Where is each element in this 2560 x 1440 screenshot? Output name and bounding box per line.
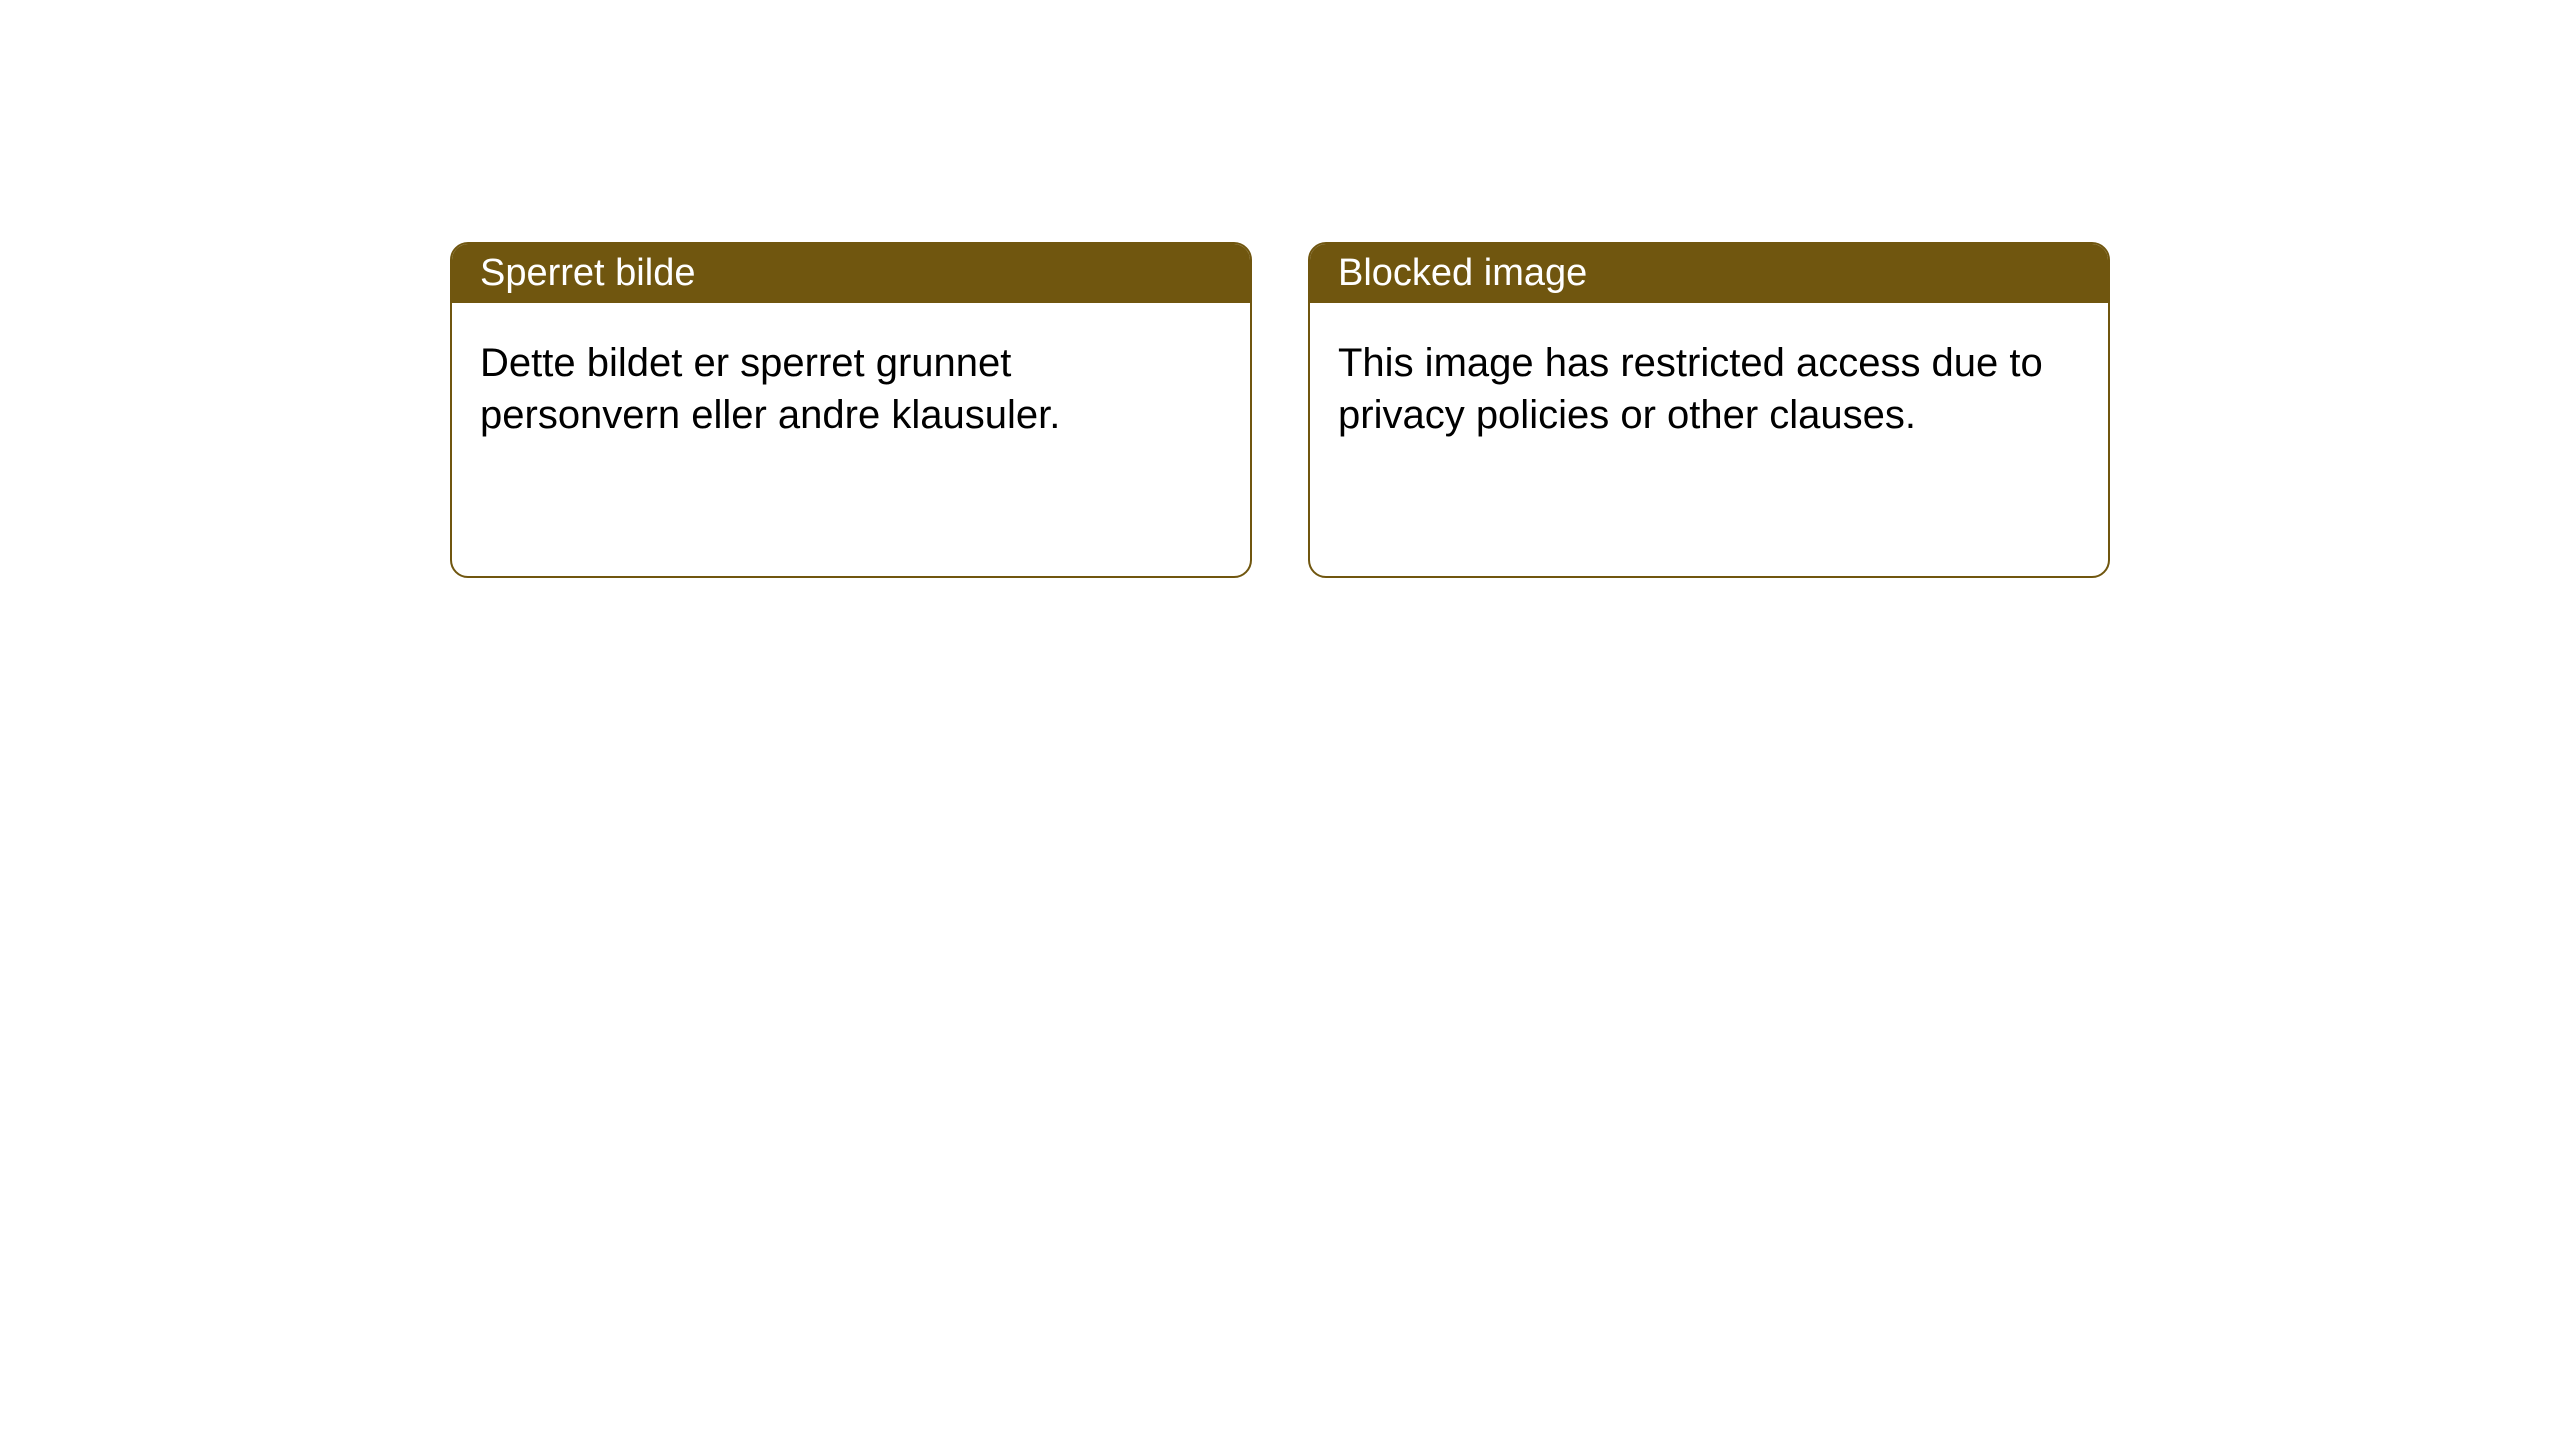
card-header-english: Blocked image [1310, 244, 2108, 303]
cards-container: Sperret bilde Dette bildet er sperret gr… [450, 242, 2110, 578]
card-body-norwegian: Dette bildet er sperret grunnet personve… [452, 303, 1250, 475]
card-title: Sperret bilde [480, 252, 695, 294]
card-english: Blocked image This image has restricted … [1308, 242, 2110, 578]
card-body-english: This image has restricted access due to … [1310, 303, 2108, 475]
card-body-text: Dette bildet er sperret grunnet personve… [480, 341, 1060, 437]
card-norwegian: Sperret bilde Dette bildet er sperret gr… [450, 242, 1252, 578]
card-header-norwegian: Sperret bilde [452, 244, 1250, 303]
card-body-text: This image has restricted access due to … [1338, 341, 2043, 437]
card-title: Blocked image [1338, 252, 1587, 294]
